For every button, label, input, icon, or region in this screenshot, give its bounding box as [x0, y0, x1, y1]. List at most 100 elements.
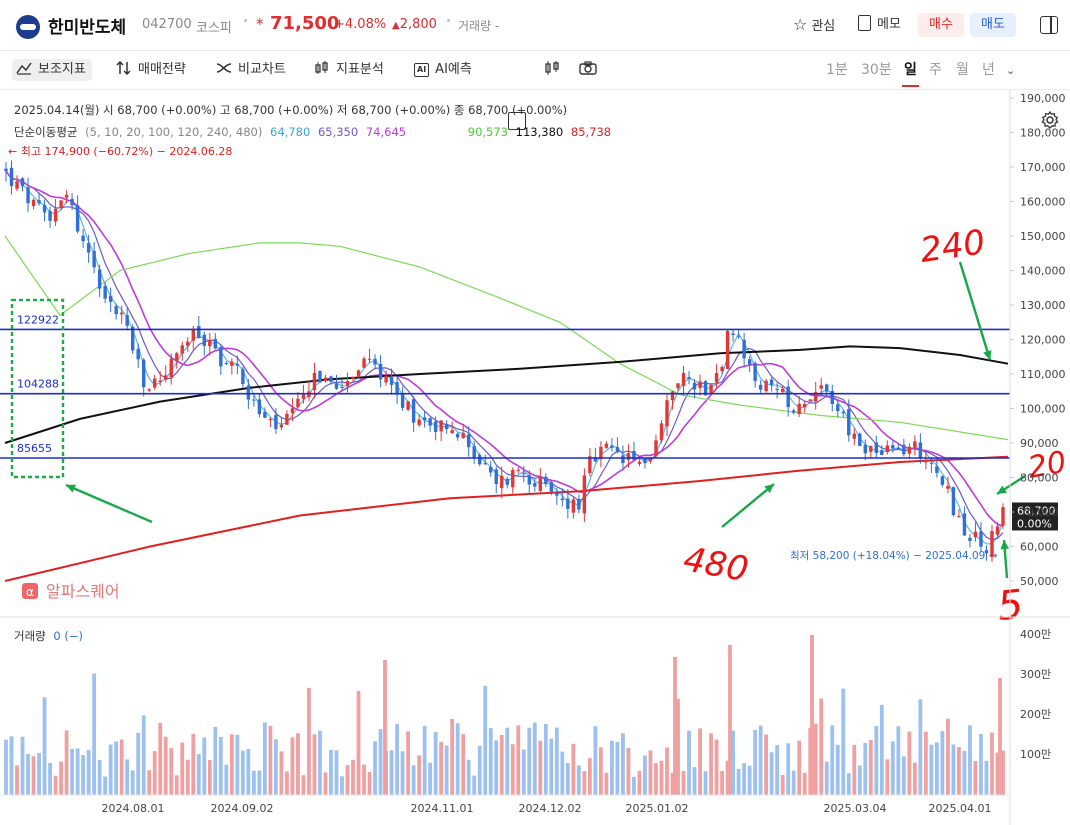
candle-body	[687, 377, 691, 379]
volume-bar	[538, 740, 543, 795]
ai-predict-button[interactable]: AI AI예측	[414, 59, 472, 81]
candle-body	[984, 550, 989, 554]
candle-body	[411, 399, 416, 423]
period-week[interactable]: 주	[929, 62, 942, 78]
candle-body	[130, 326, 135, 351]
volume-bar	[670, 772, 675, 795]
candle-body	[444, 423, 449, 429]
period-more-chevron-down-icon[interactable]: ⌄	[1006, 64, 1016, 77]
candle-body	[880, 450, 884, 455]
candle-body	[924, 459, 928, 463]
candle-body	[863, 444, 867, 454]
candle-body	[53, 208, 58, 222]
candle-body	[279, 424, 284, 428]
ma-legend: 단순이동평균 (5, 10, 20, 100, 120, 240, 480) 6…	[14, 125, 612, 139]
candle-body	[257, 399, 262, 415]
level-label: 85655	[17, 442, 52, 455]
indicators-button[interactable]: 보조지표	[12, 59, 92, 81]
price-axis-label: 150,000	[1020, 230, 1066, 243]
volume-bar	[725, 760, 730, 795]
volume-bar	[367, 771, 372, 795]
shuffle-icon	[216, 63, 232, 73]
candle-body	[588, 456, 592, 474]
annotation-arrow-480	[721, 483, 775, 528]
candle-body	[290, 408, 295, 414]
volume-bar	[125, 759, 130, 795]
volume-bar	[654, 763, 658, 795]
candle-body	[659, 423, 664, 441]
volume-bar	[301, 775, 306, 795]
period-30min[interactable]: 30분	[861, 62, 892, 78]
handwritten-20: 20	[1025, 445, 1069, 486]
volume-bar	[731, 730, 735, 795]
ma5-line	[5, 170, 1004, 545]
period-year[interactable]: 년	[982, 62, 995, 78]
chart-toolbar: 보조지표 매매전략 비교차트 지표분석 AI AI예측 1분 30분 일 주 월 …	[0, 51, 1070, 130]
date-axis-label: 2024.09.02	[211, 802, 274, 815]
volume-bar	[791, 770, 796, 795]
volume-bar	[318, 730, 322, 795]
candle-body	[632, 451, 636, 460]
volume-bar	[31, 756, 36, 795]
screenshot-button[interactable]	[578, 59, 604, 81]
volume-bar	[340, 776, 344, 795]
volume-bar	[185, 759, 190, 795]
side-panel-icon[interactable]	[1040, 16, 1058, 34]
volume-bar	[571, 743, 576, 795]
volume-bar	[998, 678, 1002, 795]
strategy-button[interactable]: 매매전략	[116, 59, 186, 81]
volume-bar	[152, 751, 157, 795]
compare-button[interactable]: 비교차트	[216, 59, 286, 81]
volume-bar	[505, 727, 510, 795]
watch-button[interactable]: ☆ 관심	[793, 15, 836, 34]
volume-bar	[632, 776, 636, 795]
sell-button[interactable]: 매도	[970, 13, 1016, 37]
candle-body	[780, 388, 785, 392]
candle-body	[731, 333, 735, 335]
price-axis-label: 130,000	[1020, 299, 1066, 312]
volume-axis-label: 200만	[1020, 708, 1051, 721]
market-label: 코스피	[196, 21, 232, 36]
candle-body	[516, 469, 520, 471]
volume-bar	[835, 744, 840, 795]
candle-body	[263, 411, 267, 418]
period-1min[interactable]: 1분	[826, 62, 848, 78]
volume-bar	[213, 726, 218, 795]
candle-body	[703, 381, 708, 396]
ma120-value: 90,573	[467, 125, 508, 139]
volume-bar	[356, 690, 361, 795]
candle-body	[15, 181, 19, 189]
period-day[interactable]: 일	[902, 59, 919, 87]
gear-icon[interactable]	[1041, 111, 1059, 129]
square-tool-icon[interactable]	[508, 112, 526, 130]
analysis-button[interactable]: 지표분석	[314, 59, 384, 81]
candle-body	[389, 376, 394, 385]
memo-button[interactable]: 메모	[858, 12, 901, 38]
volume-bar	[455, 723, 460, 795]
volume-bar	[196, 754, 201, 795]
volume-bar	[957, 747, 961, 795]
volume-bar	[108, 744, 113, 795]
stock-name[interactable]: 한미반도체	[48, 18, 127, 38]
candle-body	[995, 526, 1000, 535]
candle-body	[544, 476, 548, 485]
company-logo-icon	[16, 15, 40, 39]
level-label: 122922	[17, 313, 59, 326]
volume-bar	[659, 760, 664, 795]
low-note: 최저 58,200 (+18.04%) − 2025.04.09 →	[790, 550, 998, 562]
period-month[interactable]: 월	[956, 62, 969, 78]
candle-body	[951, 487, 956, 516]
candle-type-button[interactable]	[544, 59, 566, 81]
candle-body	[571, 499, 576, 513]
volume-bar	[692, 767, 697, 795]
volume-bar	[246, 749, 251, 795]
volume-bar	[907, 731, 912, 795]
annotation-arrow-5	[1002, 539, 1009, 579]
volume-bar	[114, 741, 119, 795]
volume-bar	[802, 772, 807, 795]
volume-bar	[224, 764, 229, 795]
volume-bar	[896, 726, 901, 795]
buy-button[interactable]: 매수	[918, 13, 964, 37]
candle-body	[169, 358, 173, 378]
volume-bar	[180, 742, 185, 795]
